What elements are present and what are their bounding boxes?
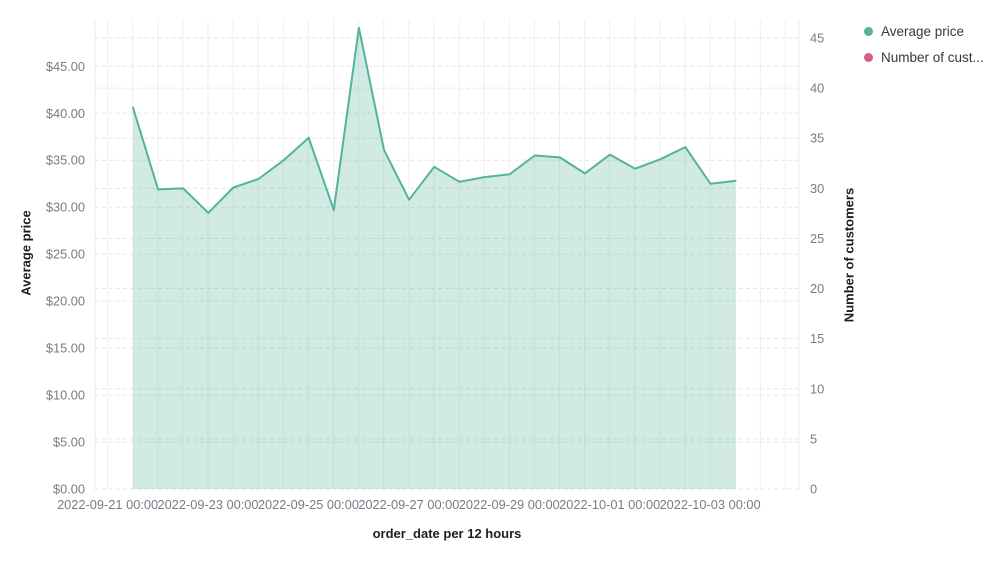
legend-item-number-of-customers[interactable]: Number of cust... [864, 44, 984, 70]
right-axis-tick-label: 30 [810, 181, 824, 196]
x-axis-tick-label: 2022-09-27 00:00 [358, 497, 459, 512]
left-axis-tick-label: $40.00 [46, 106, 85, 121]
right-axis-tick-label: 25 [810, 231, 824, 246]
right-axis-tick-label: 15 [810, 331, 824, 346]
x-axis-tick-label: 2022-09-23 00:00 [157, 497, 258, 512]
x-axis-tick-label: 2022-09-29 00:00 [459, 497, 560, 512]
left-axis-tick-label: $20.00 [46, 294, 85, 309]
x-axis-tick-label: 2022-10-03 00:00 [660, 497, 761, 512]
legend-item-label: Number of cust... [881, 49, 984, 65]
x-axis-title: order_date per 12 hours [372, 526, 522, 541]
average-price-line [132, 26, 737, 214]
legend: Average price Number of cust... [864, 18, 984, 70]
average-price-area-fill [133, 27, 736, 490]
x-axis-tick-label: 2022-09-25 00:00 [258, 497, 359, 512]
right-axis-tick-label: 40 [810, 81, 824, 96]
left-axis-title: Average price [18, 210, 34, 296]
legend-item-average-price[interactable]: Average price [864, 18, 984, 44]
left-axis-tick-label: $30.00 [46, 200, 85, 215]
number-of-customers-series-dot-icon [864, 52, 873, 62]
right-axis-tick-label: 0 [810, 482, 817, 497]
average-price-series-dot-icon [864, 26, 873, 36]
x-axis-tick-label: 2022-09-21 00:00 [57, 497, 158, 512]
right-axis-tick-label: 20 [810, 281, 824, 296]
left-axis-tick-label: $0.00 [53, 482, 85, 497]
left-axis-tick-label: $10.00 [46, 388, 85, 403]
left-axis-tick-label: $35.00 [46, 153, 85, 168]
right-axis-tick-label: 10 [810, 381, 824, 396]
left-axis-tick-label: $45.00 [46, 59, 85, 74]
legend-item-label: Average price [881, 23, 965, 39]
right-axis-tick-label: 5 [810, 431, 817, 446]
left-axis-tick-label: $25.00 [46, 247, 85, 262]
left-axis-tick-label: $5.00 [53, 435, 85, 450]
left-axis-tick-label: $15.00 [46, 341, 85, 356]
right-axis-title: Number of customers [841, 187, 857, 323]
right-axis-tick-label: 35 [810, 131, 824, 146]
right-axis-tick-label: 45 [810, 31, 824, 46]
plot-area[interactable] [95, 20, 799, 489]
x-axis-tick-label: 2022-10-01 00:00 [559, 497, 660, 512]
